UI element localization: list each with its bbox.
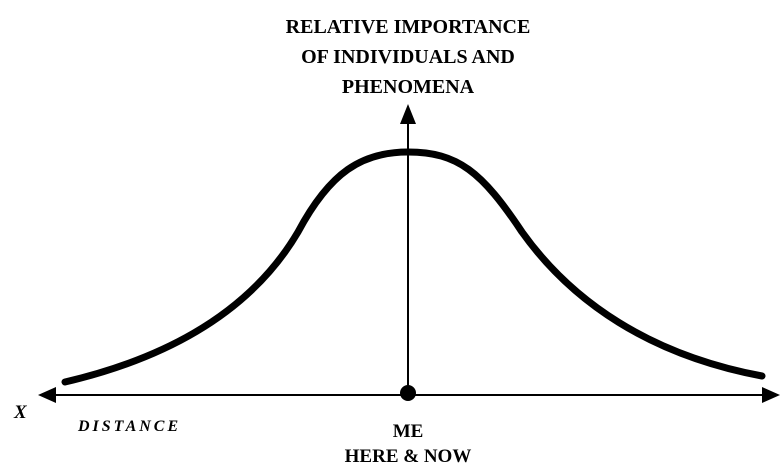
origin-dot (400, 385, 416, 401)
x-axis-arrow-right (762, 387, 780, 403)
importance-curve (61, 148, 766, 386)
title-line: RELATIVE IMPORTANCE (286, 16, 531, 38)
title-line: OF INDIVIDUALS AND (301, 46, 515, 68)
x-axis-label: DISTANCE (77, 418, 181, 435)
y-axis-arrow (400, 104, 416, 124)
origin-label: HERE & NOW (345, 446, 472, 467)
x-axis-arrow-left (38, 387, 56, 403)
title-line: PHENOMENA (342, 76, 475, 98)
x-axis-symbol: X (13, 402, 28, 423)
origin-label: ME (393, 421, 424, 442)
